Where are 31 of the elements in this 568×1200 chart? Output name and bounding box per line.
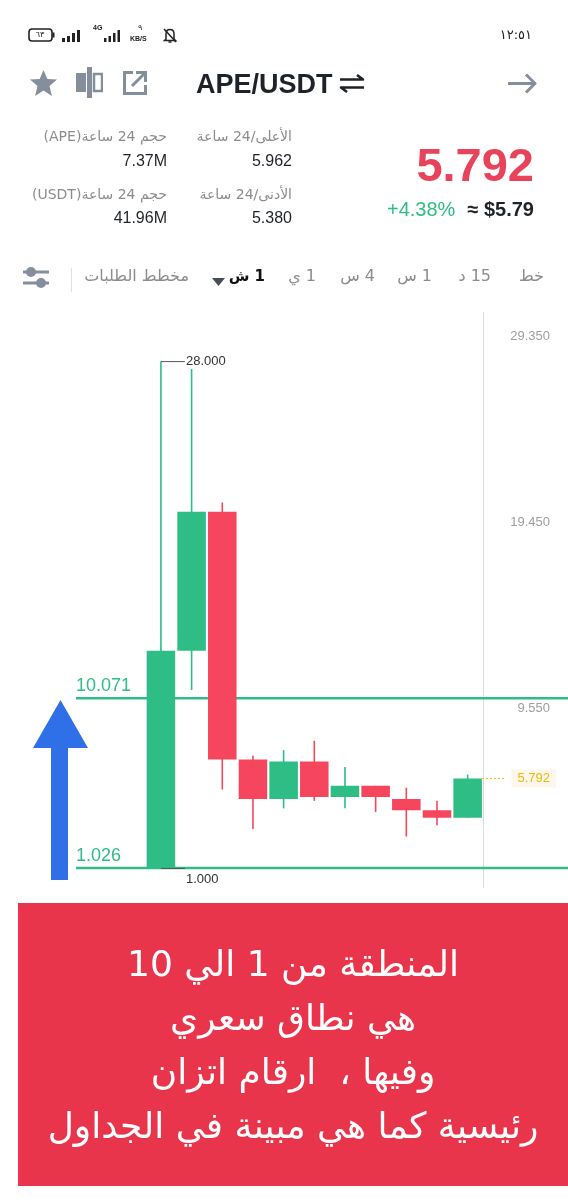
text: 5.380: [251, 209, 292, 226]
candlestick: [422, 800, 452, 827]
text: +4.38%: [387, 198, 456, 220]
text: 1 ش: [228, 267, 265, 285]
text: 1 ي: [288, 266, 316, 285]
text: حجم 24 ساعة(USDT): [31, 186, 167, 202]
text: ١٢:٥١: [499, 27, 532, 42]
text: 7.37M: [122, 152, 167, 169]
text: الأدنى/24 ساعة: [199, 186, 292, 202]
ref-line-label: 10.071: [76, 675, 132, 696]
chart-title: APE/USDT: [196, 69, 333, 99]
text: المنطقة من 1 الي 10 هي نطاق سعري وفيها ، ارقام اتزان رئيسية كما هي مبينة في الجداول: [46, 942, 540, 1149]
text: 15 د: [458, 266, 491, 285]
ref-line-label: 1.026: [76, 844, 122, 865]
annotation: 28.000: [185, 353, 226, 369]
text: ٩: [138, 23, 143, 32]
text: 1 س: [397, 266, 432, 285]
annotation: 1.000: [185, 870, 219, 886]
text: حجم 24 ساعة(APE): [43, 128, 167, 144]
text: 5.792: [416, 138, 534, 191]
y-tick-label: 29.350: [510, 327, 550, 343]
text: 4 س: [340, 266, 375, 285]
text: ≈ $5.79: [467, 198, 534, 220]
text: 41.96M: [113, 209, 167, 226]
text: مخطط الطلبات: [84, 266, 189, 285]
text: الأعلى/24 ساعة: [196, 128, 292, 144]
text: خط: [518, 266, 544, 285]
ref-line-label: 5.792: [517, 770, 550, 786]
y-tick-label: 9.550: [517, 699, 550, 715]
y-tick-label: 19.450: [510, 513, 550, 529]
text: 5.962: [251, 152, 292, 169]
